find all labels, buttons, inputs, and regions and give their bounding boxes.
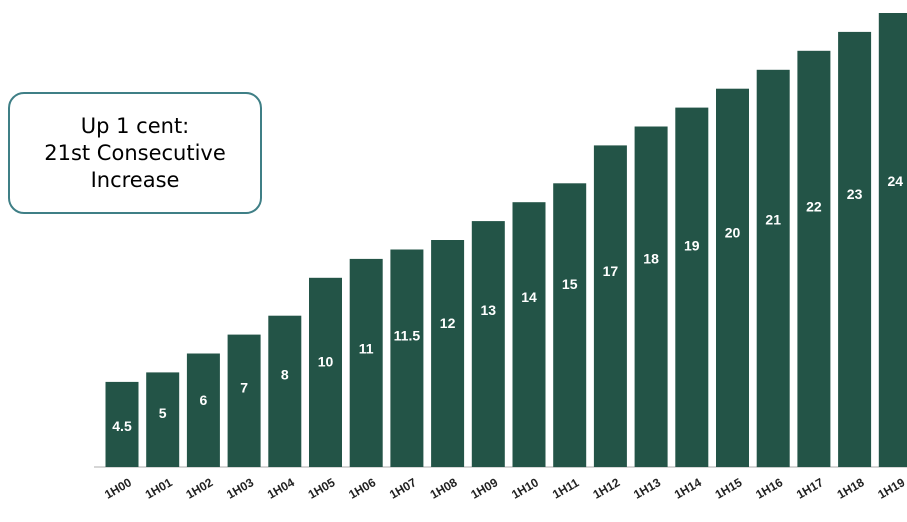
bar-1H16: [756, 69, 790, 468]
tick-label-1H19: 1H19: [875, 475, 907, 502]
data-label-1H08: 12: [440, 315, 456, 331]
callout-box: Up 1 cent: 21st Consecutive Increase: [8, 92, 262, 214]
bar-1H07: [390, 249, 424, 467]
tick-label-1H03: 1H03: [224, 475, 256, 502]
tick-label-1H04: 1H04: [265, 475, 297, 502]
bar-1H06: [349, 258, 383, 467]
data-label-1H12: 17: [603, 263, 619, 279]
tick-label-1H18: 1H18: [835, 475, 867, 502]
bar-1H05: [309, 277, 342, 467]
data-label-1H05: 10: [318, 354, 334, 370]
tick-label-1H12: 1H12: [590, 475, 622, 502]
tick-label-1H16: 1H16: [753, 475, 785, 502]
data-label-1H11: 15: [562, 276, 578, 292]
tick-label-1H13: 1H13: [631, 475, 663, 502]
tick-label-1H01: 1H01: [143, 475, 175, 502]
data-label-1H19: 24: [888, 173, 904, 189]
data-label-1H02: 6: [200, 392, 208, 408]
data-label-1H13: 18: [643, 250, 659, 266]
tick-label-1H05: 1H05: [306, 475, 338, 502]
bar-1H02: [186, 353, 220, 467]
tick-label-1H07: 1H07: [387, 475, 419, 502]
tick-label-1H09: 1H09: [468, 475, 500, 502]
bar-1H18: [838, 31, 872, 468]
bar-1H17: [797, 50, 831, 468]
tick-label-1H08: 1H08: [428, 475, 460, 502]
data-label-1H00: 4.5: [112, 418, 132, 434]
tick-label-1H10: 1H10: [509, 475, 541, 502]
bar-1H09: [471, 221, 505, 467]
data-label-1H04: 8: [281, 366, 289, 382]
tick-label-1H15: 1H15: [713, 475, 745, 502]
data-label-1H16: 21: [765, 212, 781, 228]
bar-1H14: [675, 107, 709, 467]
bar-1H01: [146, 372, 180, 467]
callout-text: Up 1 cent: 21st Consecutive Increase: [44, 113, 226, 192]
tick-label-1H17: 1H17: [794, 475, 826, 502]
bar-1H10: [512, 202, 546, 467]
bars-group: [105, 13, 907, 468]
tick-label-1H00: 1H00: [102, 475, 134, 502]
data-label-1H14: 19: [684, 237, 700, 253]
tick-label-1H14: 1H14: [672, 475, 704, 502]
data-label-1H06: 11: [359, 341, 374, 357]
bar-1H12: [593, 145, 627, 467]
bar-1H15: [716, 88, 749, 467]
tick-label-1H02: 1H02: [183, 475, 215, 502]
data-label-1H17: 22: [806, 199, 822, 215]
bar-1H13: [634, 126, 668, 467]
data-label-1H10: 14: [521, 289, 537, 305]
data-label-1H15: 20: [725, 225, 741, 241]
data-labels-group: 4.5 5 6 7 8 10 11 11.5 12 13 14 15 17 18 19 20 21 22 23 24: [112, 173, 903, 434]
data-label-1H03: 7: [240, 379, 248, 395]
bar-1H19: [878, 13, 907, 467]
bar-1H03: [227, 334, 261, 467]
x-tick-labels-group: 1H00 1H01 1H02 1H03 1H04 1H05 1H06 1H07 1H08 1H09…: [102, 475, 907, 502]
bar-1H00: [105, 381, 139, 467]
bar-1H04: [268, 315, 302, 467]
bar-1H11: [553, 183, 587, 468]
bar-1H08: [431, 240, 465, 467]
data-label-1H18: 23: [847, 186, 863, 202]
data-label-1H01: 5: [159, 405, 167, 421]
data-label-1H07: 11.5: [394, 328, 421, 344]
data-label-1H09: 13: [481, 302, 497, 318]
tick-label-1H11: 1H11: [550, 475, 582, 501]
tick-label-1H06: 1H06: [346, 475, 378, 502]
